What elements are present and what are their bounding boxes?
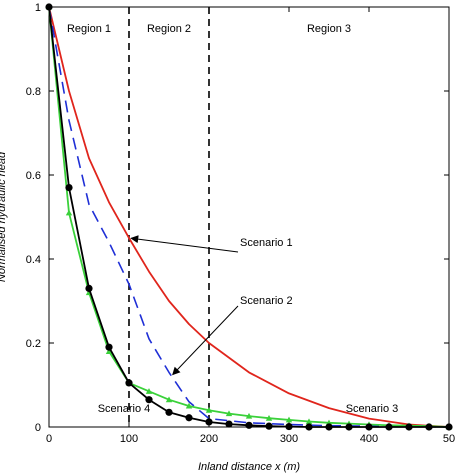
data-point-scenario-4	[85, 284, 93, 292]
data-point-scenario-3	[285, 416, 293, 423]
annotation-scenario-3: Scenario 3	[346, 403, 399, 415]
series-line-scenario-3	[48, 6, 450, 428]
data-point-scenario-4	[65, 184, 73, 192]
data-point-scenario-4	[185, 414, 193, 422]
data-point-scenario-4	[345, 423, 353, 431]
series-line-scenario-4	[48, 6, 449, 428]
y-tick-label: 1	[35, 2, 41, 14]
x-axis-label: Inland distance x (m)	[198, 461, 300, 473]
data-point-scenario-3	[185, 402, 193, 409]
annotation-arrow	[130, 235, 239, 253]
annotation-scenario-1: Scenario 1	[240, 237, 293, 249]
x-tick-label: 50	[443, 433, 455, 445]
data-point-scenario-4	[445, 423, 453, 431]
annotation-scenario-4: Scenario 4	[98, 403, 151, 415]
data-point-scenario-4	[325, 423, 333, 431]
annotation-scenario-2: Scenario 2	[240, 295, 293, 307]
region-label: Region 2	[147, 23, 191, 35]
data-point-scenario-3	[205, 407, 213, 413]
series-line-scenario-1	[48, 6, 450, 428]
data-point-scenario-4	[385, 423, 393, 431]
data-point-scenario-4	[265, 422, 273, 430]
data-point-scenario-4	[145, 396, 153, 404]
data-point-scenario-4	[245, 421, 253, 429]
data-point-scenario-4	[45, 3, 53, 11]
data-point-scenario-4	[305, 423, 313, 431]
data-point-scenario-3	[265, 414, 273, 421]
region-label: Region 3	[307, 23, 351, 35]
y-axis-label: Normalised hydraulic head	[0, 151, 8, 282]
annotation-arrow	[172, 305, 239, 376]
data-point-scenario-4	[225, 420, 233, 428]
data-point-scenario-3	[225, 410, 233, 417]
y-tick-label: 0.4	[26, 254, 41, 266]
data-point-scenario-4	[365, 423, 373, 431]
data-point-scenario-3	[105, 348, 113, 354]
x-tick-label: 200	[200, 433, 218, 445]
y-tick-label: 0.2	[26, 338, 41, 350]
data-point-scenario-4	[125, 379, 133, 387]
data-point-scenario-4	[425, 423, 433, 431]
annotations-layer: Scenario 1 Scenario 2 Scenario 3 Scenario 4	[98, 235, 399, 415]
x-tick-label: 0	[46, 433, 52, 445]
series-layer	[45, 3, 453, 431]
y-tick-label: 0.8	[26, 86, 41, 98]
data-point-scenario-4	[205, 418, 213, 426]
data-point-scenario-4	[405, 423, 413, 431]
data-point-scenario-3	[65, 209, 73, 216]
y-tick-label: 0	[35, 422, 41, 434]
data-point-scenario-4	[105, 343, 113, 351]
data-point-scenario-4	[165, 408, 173, 416]
data-point-scenario-4	[285, 422, 293, 431]
data-point-scenario-3	[145, 388, 153, 394]
x-tick-label: 100	[120, 433, 138, 445]
data-point-scenario-3	[165, 396, 173, 403]
data-point-scenario-3	[305, 418, 313, 425]
x-tick-label: 300	[280, 433, 298, 445]
plot-frame	[48, 6, 450, 428]
region-label: Region 1	[67, 23, 111, 35]
regions-layer: Region 1 Region 2 Region 3	[67, 7, 351, 427]
x-tick-label: 400	[360, 433, 378, 445]
data-point-scenario-3	[245, 412, 253, 419]
y-tick-label: 0.6	[26, 170, 41, 182]
series-line-scenario-2	[48, 6, 450, 428]
